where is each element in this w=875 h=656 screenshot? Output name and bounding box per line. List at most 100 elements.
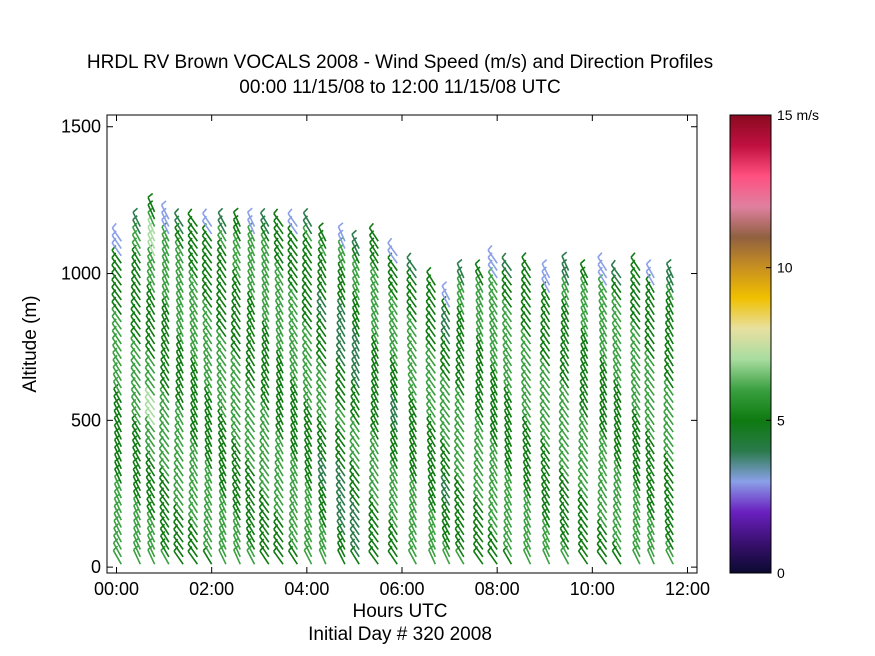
wind-barb-staff <box>231 300 241 316</box>
colorbar-tick-label: 0 <box>777 565 785 581</box>
wind-barb-staff <box>558 448 570 462</box>
wind-barb-staff <box>487 513 498 528</box>
wind-barb-staff <box>216 395 227 411</box>
wind-barb-staff <box>504 461 513 477</box>
wind-barb-staff <box>261 307 270 323</box>
wind-barb-staff <box>189 417 199 433</box>
wind-barb-staff <box>287 235 298 250</box>
wind-barb-staff <box>599 387 608 404</box>
wind-barb-staff <box>388 322 398 338</box>
wind-barb-staff <box>539 411 551 426</box>
wind-barb-staff <box>216 388 227 404</box>
wind-barb-flag <box>369 237 375 243</box>
wind-barb-staff <box>273 227 284 242</box>
wind-barb-staff <box>175 380 184 396</box>
wind-barb-staff <box>487 278 498 294</box>
wind-barb-staff <box>370 387 379 404</box>
wind-barb-staff <box>559 542 570 558</box>
wind-barb-staff <box>175 299 184 315</box>
wind-barb-staff <box>260 241 270 257</box>
wind-barb-staff <box>204 402 213 418</box>
wind-barb-flag <box>245 354 251 361</box>
wind-barb-staff <box>261 336 270 352</box>
wind-barb-staff <box>408 439 418 455</box>
wind-barb-staff <box>613 409 622 426</box>
wind-barb-staff <box>289 351 299 367</box>
wind-barb-staff <box>288 505 299 521</box>
wind-barb-staff <box>173 528 184 543</box>
wind-barb-staff <box>539 359 551 374</box>
wind-barb-staff <box>203 380 213 396</box>
wind-barb-flag <box>630 362 636 368</box>
x-tick-label: 04:00 <box>284 579 329 599</box>
wind-barb-staff <box>231 285 241 301</box>
wind-barb-staff <box>598 461 608 477</box>
wind-barb-flag <box>231 288 237 295</box>
wind-barb-staff <box>337 233 346 249</box>
wind-barb-staff <box>541 505 551 521</box>
wind-barb-staff <box>130 293 141 308</box>
wind-barb-staff <box>577 499 589 514</box>
wind-barb-flag <box>245 494 251 500</box>
wind-barb-staff <box>489 365 498 382</box>
wind-barb-staff <box>245 506 256 521</box>
wind-barb-staff <box>318 498 327 514</box>
wind-barb-staff <box>132 211 142 227</box>
wind-barb-staff <box>440 344 451 360</box>
wind-barb-staff <box>316 440 327 455</box>
wind-barb-staff <box>369 454 379 470</box>
wind-barb-flag <box>540 450 546 456</box>
wind-barb-staff <box>247 240 256 257</box>
wind-barb-flag <box>111 222 117 229</box>
y-tick-label: 0 <box>91 557 101 577</box>
wind-barb-flag <box>202 310 208 317</box>
wind-barb-staff <box>350 381 360 396</box>
wind-barb-flag <box>645 281 651 287</box>
wind-barb-staff <box>216 256 227 272</box>
wind-barb-staff <box>503 380 513 396</box>
wind-barb-staff <box>542 534 551 550</box>
wind-barb-staff <box>387 286 398 301</box>
wind-barb-staff <box>246 299 256 315</box>
wind-barb-staff <box>475 373 484 389</box>
wind-barb-staff <box>232 490 241 506</box>
wind-barb-staff <box>489 461 498 477</box>
wind-barb-flag <box>369 435 376 441</box>
wind-barb-staff <box>664 498 674 514</box>
wind-barb-staff <box>596 543 608 558</box>
wind-barb-staff <box>370 417 379 433</box>
wind-barb-staff <box>523 541 532 558</box>
wind-barb-staff <box>349 470 360 484</box>
wind-barb-staff <box>664 520 674 536</box>
wind-barb-staff <box>189 314 199 330</box>
wind-barb-staff <box>664 527 674 543</box>
wind-barb-staff <box>439 374 451 389</box>
wind-barb-flag <box>644 413 650 420</box>
wind-barb-staff <box>559 535 570 550</box>
wind-barb-staff <box>540 293 551 308</box>
wind-barb-staff <box>173 212 184 227</box>
wind-barb-staff <box>189 454 199 470</box>
wind-barb-staff <box>203 527 213 543</box>
wind-barb-staff <box>560 549 570 565</box>
wind-barb-flag <box>501 252 507 259</box>
wind-barb-staff <box>629 315 641 330</box>
wind-barb-staff <box>145 330 156 345</box>
wind-barb-staff <box>145 469 156 484</box>
wind-barb-flag <box>302 222 308 229</box>
wind-barb-staff <box>273 484 284 499</box>
wind-barb-staff <box>473 440 484 455</box>
wind-barb-staff <box>632 534 641 550</box>
wind-barb-staff <box>274 439 284 455</box>
wind-barb-staff <box>502 344 513 360</box>
wind-barb-staff <box>161 277 170 293</box>
wind-barb-staff <box>368 550 379 565</box>
wind-barb-staff <box>335 337 346 352</box>
wind-barb-staff <box>304 519 313 536</box>
wind-barb-staff <box>389 446 398 462</box>
wind-barb-flag <box>245 339 252 346</box>
wind-barb-staff <box>580 314 589 330</box>
wind-barb-staff <box>288 535 299 550</box>
wind-barb-flag <box>487 259 493 266</box>
wind-barb-staff <box>161 263 170 279</box>
